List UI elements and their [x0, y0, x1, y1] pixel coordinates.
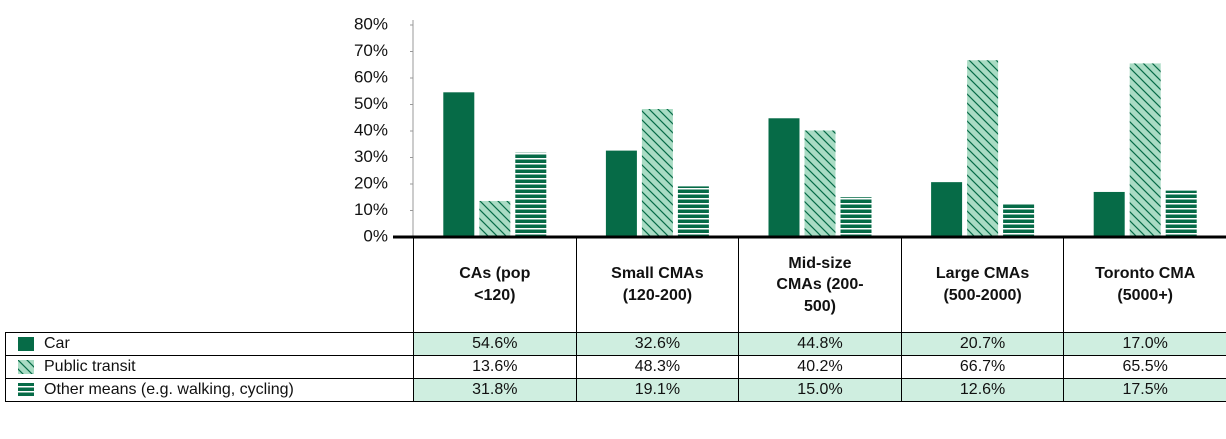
y-tick-label: 60%: [354, 67, 388, 86]
legend-swatch-fill: [18, 337, 34, 351]
value-cell: 65.5%: [1063, 355, 1226, 379]
legend-swatch: [18, 337, 34, 351]
category-header: CAs (pop <120): [413, 238, 577, 333]
value-cell: 17.5%: [1063, 378, 1226, 402]
legend-swatch: [18, 360, 34, 374]
category-header: Large CMAs (500-2000): [900, 238, 1065, 333]
value-cell: 19.1%: [575, 378, 740, 402]
value-cell: 54.6%: [413, 332, 577, 356]
bar: [1093, 191, 1125, 237]
y-tick-label: 0%: [363, 226, 388, 245]
legend-swatch-fill: [18, 360, 34, 374]
value-cell: 31.8%: [413, 378, 577, 402]
y-tick-label: 40%: [354, 120, 388, 139]
bar: [967, 60, 999, 238]
category-header: Small CMAs (120-200): [575, 238, 740, 333]
bar: [443, 92, 475, 237]
value-cell: 66.7%: [900, 355, 1065, 379]
legend-cell: Car: [5, 332, 414, 356]
y-tick-label: 50%: [354, 94, 388, 113]
bar: [1129, 63, 1161, 237]
value-cell: 32.6%: [575, 332, 740, 356]
value-cell: 12.6%: [900, 378, 1065, 402]
legend-swatch-fill: [18, 383, 34, 397]
value-cell: 48.3%: [575, 355, 740, 379]
bar: [840, 197, 872, 237]
bar: [804, 130, 836, 237]
bar: [768, 118, 800, 237]
y-tick-label: 20%: [354, 173, 388, 192]
bar: [515, 152, 547, 237]
value-cell: 40.2%: [738, 355, 902, 379]
bar: [641, 109, 673, 237]
value-cell: 17.0%: [1063, 332, 1226, 356]
legend-label: Public transit: [44, 358, 136, 375]
bar: [931, 182, 963, 237]
value-cell: 15.0%: [738, 378, 902, 402]
legend-cell: Other means (e.g. walking, cycling): [5, 378, 414, 402]
bar: [677, 186, 709, 237]
legend-swatch: [18, 383, 34, 397]
bar: [605, 150, 637, 237]
legend-label: Other means (e.g. walking, cycling): [44, 381, 294, 398]
y-tick-label: 10%: [354, 200, 388, 219]
y-tick-label: 80%: [354, 14, 388, 33]
y-tick-label: 30%: [354, 147, 388, 166]
bar: [1165, 190, 1197, 237]
value-cell: 13.6%: [413, 355, 577, 379]
bar: [1003, 203, 1035, 237]
category-header: Toronto CMA (5000+): [1063, 238, 1226, 333]
legend-label: Car: [44, 335, 70, 352]
value-cell: 20.7%: [900, 332, 1065, 356]
bar: [479, 200, 511, 237]
value-cell: 44.8%: [738, 332, 902, 356]
category-header: Mid-size CMAs (200-500): [738, 238, 902, 333]
legend-cell: Public transit: [5, 355, 414, 379]
y-tick-label: 70%: [354, 41, 388, 60]
